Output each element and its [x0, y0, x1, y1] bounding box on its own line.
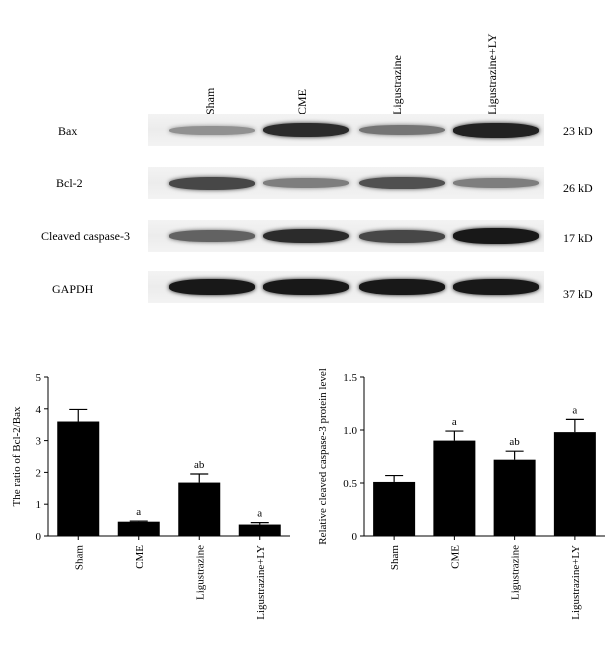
bar — [57, 421, 100, 536]
lane-label-cme: CME — [295, 88, 309, 115]
blot-band — [453, 122, 539, 138]
significance-label: a — [572, 404, 577, 416]
x-tick-label: Sham — [73, 545, 85, 571]
y-tick-label: 0 — [36, 531, 42, 543]
blot-band — [263, 122, 349, 138]
y-tick-label: 1 — [36, 499, 42, 511]
x-tick-label: CME — [449, 545, 461, 569]
y-tick-label: 3 — [36, 436, 42, 448]
x-tick-label: CME — [134, 545, 146, 569]
blot-band — [263, 178, 349, 188]
x-tick-label: Ligustrazine — [510, 545, 522, 600]
significance-label: ab — [194, 459, 205, 471]
bar — [373, 481, 416, 536]
bcl2-bax-ratio-chart: 0 1 2 3 4 5 The ratio of Bcl-2/Bax Sham a CME ab Li… — [11, 372, 290, 620]
blot-band — [169, 176, 255, 190]
x-tick-label: Sham — [389, 545, 401, 571]
bar — [553, 432, 596, 536]
significance-label: ab — [509, 436, 520, 448]
kd-label-cleaved-caspase-3: 17 kD — [563, 231, 593, 245]
blot-band — [453, 178, 539, 188]
lane-label-ligustrazine: Ligustrazine — [390, 55, 404, 115]
lane-label-sham: Sham — [203, 87, 217, 115]
blot-band — [169, 230, 255, 242]
blot-band — [359, 279, 445, 295]
y-tick-label: 1.5 — [343, 372, 357, 384]
significance-label: a — [257, 508, 262, 520]
protein-label-bax: Bax — [58, 124, 78, 138]
x-tick-label: Ligustrazine+LY — [255, 545, 267, 620]
western-blot-panel: Sham CME Ligustrazine Ligustrazine+LY Ba… — [41, 33, 593, 303]
bar — [238, 524, 281, 536]
y-axis-label: Relative cleaved caspase-3 protein level — [317, 368, 329, 545]
blot-band — [359, 229, 445, 243]
y-tick-label: 0 — [352, 531, 358, 543]
bar — [178, 482, 221, 536]
protein-label-gapdh: GAPDH — [52, 282, 94, 296]
kd-label-bax: 23 kD — [563, 124, 593, 138]
x-tick-label: Ligustrazine — [194, 545, 206, 600]
significance-label: a — [452, 416, 457, 428]
y-tick-label: 2 — [36, 467, 42, 479]
significance-label: a — [136, 506, 141, 518]
blot-band — [263, 228, 349, 244]
cleaved-caspase-3-chart: 0 0.5 1.0 1.5 Relative cleaved caspase-3 pro… — [317, 368, 605, 620]
y-tick-label: 0.5 — [343, 478, 357, 490]
blot-band — [263, 279, 349, 295]
blot-band — [359, 176, 445, 190]
kd-label-bcl2: 26 kD — [563, 181, 593, 195]
y-tick-label: 1.0 — [343, 425, 357, 437]
y-tick-label: 5 — [36, 372, 42, 384]
blot-band — [453, 228, 539, 244]
blot-band — [169, 279, 255, 295]
blot-band — [169, 125, 255, 135]
protein-label-bcl2: Bcl-2 — [56, 176, 83, 190]
bar — [117, 521, 160, 536]
x-tick-label: Ligustrazine+LY — [570, 545, 582, 620]
bar — [493, 459, 536, 536]
protein-label-cleaved-caspase-3: Cleaved caspase-3 — [41, 229, 130, 243]
kd-label-gapdh: 37 kD — [563, 287, 593, 301]
y-tick-label: 4 — [36, 404, 42, 416]
bar — [433, 440, 476, 536]
y-axis-label: The ratio of Bcl-2/Bax — [11, 406, 23, 506]
blot-band — [359, 124, 445, 136]
blot-band — [453, 279, 539, 295]
lane-label-ligustrazine-ly: Ligustrazine+LY — [485, 33, 499, 115]
